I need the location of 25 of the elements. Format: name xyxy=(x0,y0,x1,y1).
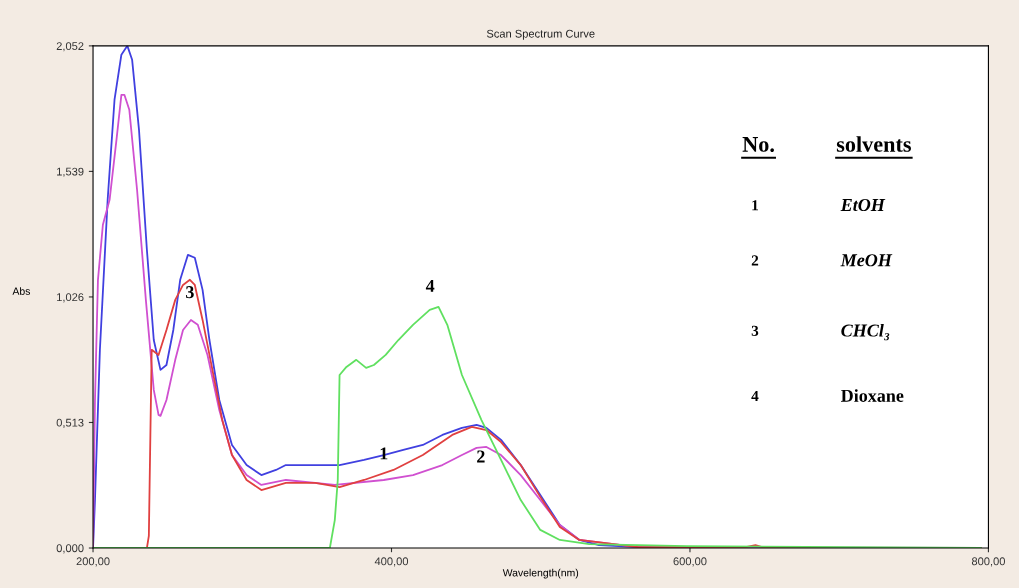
x-tick-label: 400,00 xyxy=(374,557,409,567)
annotation: EtOH xyxy=(840,198,886,212)
annotation: Dioxane xyxy=(841,389,904,402)
annotation: 1 xyxy=(752,200,758,211)
y-tick-label: 1,539 xyxy=(57,167,84,177)
y-tick-label: 1,026 xyxy=(57,293,84,303)
x-axis-title: Wavelength(nm) xyxy=(502,568,579,579)
annotation: 2 xyxy=(751,255,759,266)
chart-title: Scan Spectrum Curve xyxy=(486,29,595,40)
x-tick-label: 800,00 xyxy=(971,557,1005,567)
annotation: 3 xyxy=(186,286,194,299)
y-tick-label: 2,052 xyxy=(56,42,84,52)
annotation: 4 xyxy=(425,279,435,292)
x-tick-label: 200,00 xyxy=(76,557,110,567)
annotation: 2 xyxy=(477,450,485,463)
x-tick-label: 600,00 xyxy=(673,557,707,567)
annotation: 3 xyxy=(751,325,759,336)
annotation: No. xyxy=(742,137,774,152)
y-tick-label: 0,513 xyxy=(56,418,84,428)
annotation: 4 xyxy=(751,390,759,402)
annotation: solvents xyxy=(836,136,911,152)
y-axis-title: Abs xyxy=(12,287,31,295)
annotation: MeOH xyxy=(840,254,893,267)
y-tick-label: 0,000 xyxy=(56,544,84,554)
annotation: CHCl₃ xyxy=(841,323,890,341)
